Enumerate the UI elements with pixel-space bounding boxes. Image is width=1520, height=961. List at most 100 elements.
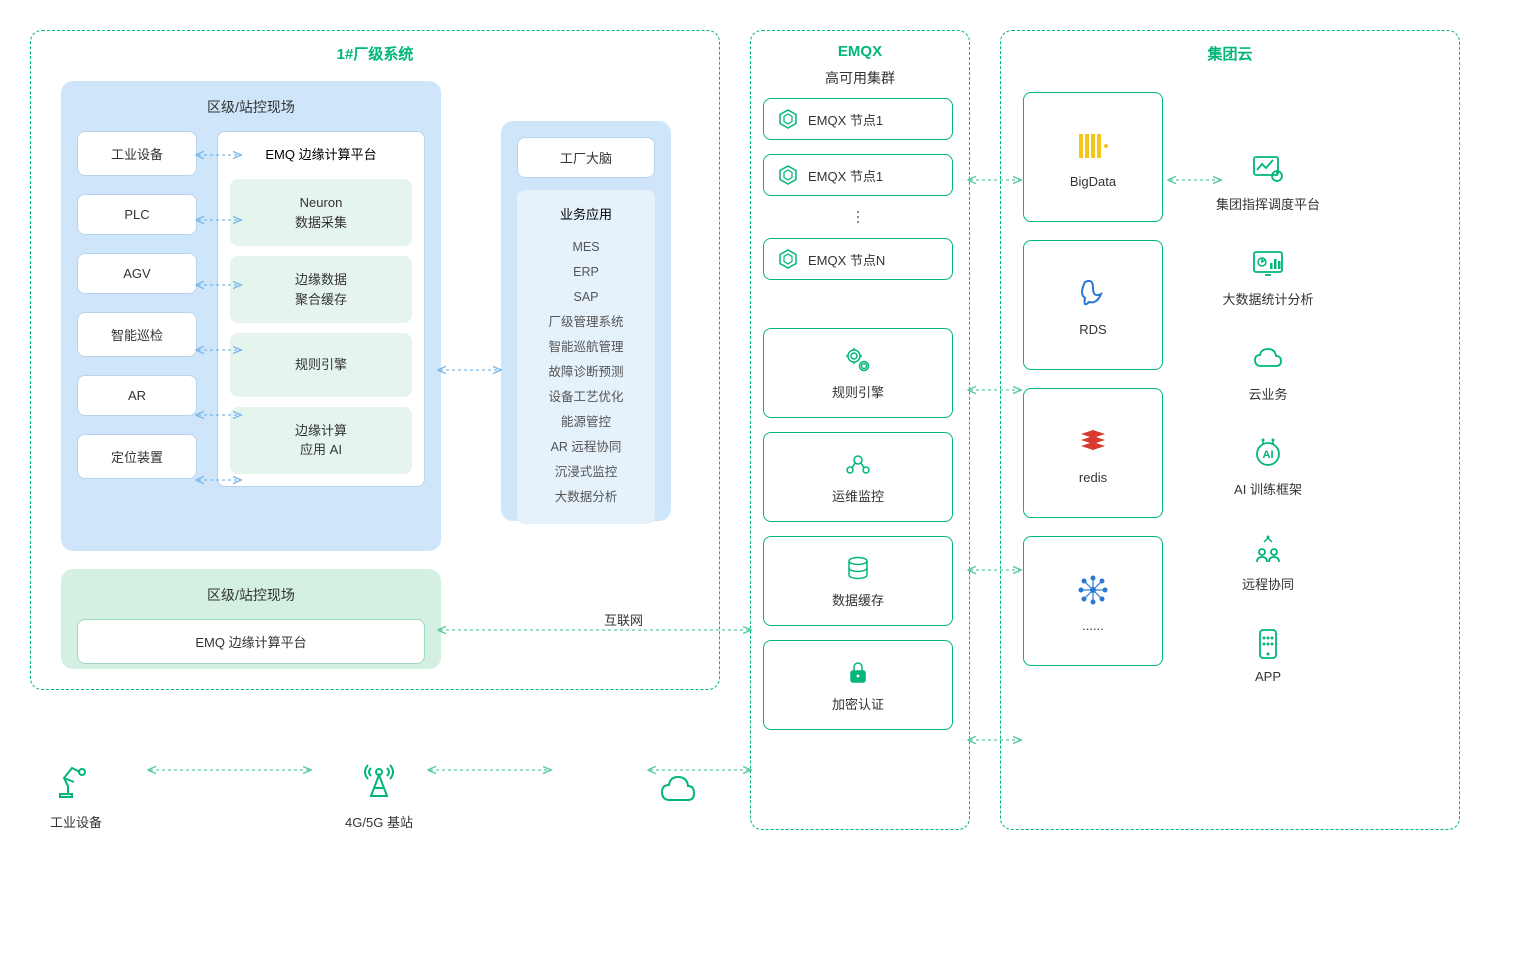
emqx-title: EMQX (763, 43, 957, 60)
device-item: AGV (77, 253, 197, 294)
lock-icon (844, 658, 872, 686)
robot-icon (54, 758, 98, 802)
station2-title: 区级/站控现场 (77, 585, 425, 605)
command-icon (1251, 152, 1285, 186)
mesh-icon (1073, 570, 1113, 610)
service-label: 规则引擎 (832, 382, 884, 401)
edge-item: 规则引擎 (230, 333, 412, 397)
edge-item: 边缘计算 应用 AI (230, 407, 412, 474)
cloud-features: 集团指挥调度平台 大数据统计分析 (1203, 92, 1333, 684)
emqx-service: 规则引擎 (763, 328, 953, 418)
brain-item: 厂级管理系统 (525, 310, 647, 335)
emqx-service: 加密认证 (763, 640, 953, 730)
device-item: 工业设备 (77, 131, 197, 176)
cloud-feature: APP (1203, 627, 1333, 684)
service-label: 运维监控 (832, 486, 884, 505)
gears-icon (844, 346, 872, 374)
cloud-feature: 大数据统计分析 (1203, 247, 1333, 308)
brain-item: 故障诊断预测 (525, 360, 647, 385)
device-item: 定位装置 (77, 434, 197, 479)
brain-item: 智能巡航管理 (525, 335, 647, 360)
feature-label: 集团指挥调度平台 (1216, 194, 1320, 213)
service-label: BigData (1070, 174, 1116, 189)
rds-icon (1073, 274, 1113, 314)
feature-label: AI 训练框架 (1234, 479, 1302, 498)
cloud-feature: 集团指挥调度平台 (1203, 152, 1333, 213)
emqx-service: 运维监控 (763, 432, 953, 522)
hexagon-icon (778, 249, 798, 269)
cloud-icon (656, 768, 700, 812)
cloud-feature: AI AI 训练框架 (1203, 437, 1333, 498)
emqx-node-label: EMQX 节点1 (808, 166, 883, 185)
cloud-service-rds: RDS (1023, 240, 1163, 370)
emqx-service: 数据缓存 (763, 536, 953, 626)
emqx-node-label: EMQX 节点1 (808, 110, 883, 129)
station-title: 区级/站控现场 (77, 97, 425, 117)
service-label: redis (1079, 470, 1107, 485)
edge-item: Neuron 数据采集 (230, 179, 412, 246)
nodes-icon (844, 450, 872, 478)
db-icon (844, 554, 872, 582)
emqx-node: EMQX 节点N (763, 238, 953, 280)
brain-item: SAP (525, 285, 647, 310)
emqx-node-label: EMQX 节点N (808, 250, 885, 269)
feature-label: APP (1255, 669, 1281, 684)
bottom-label: 工业设备 (50, 812, 102, 831)
feature-label: 远程协同 (1242, 574, 1294, 593)
feature-label: 云业务 (1248, 384, 1287, 403)
edge-platform: EMQ 边缘计算平台 Neuron 数据采集 边缘数据 聚合缓存 规则引擎 边缘… (217, 131, 425, 487)
service-label: RDS (1079, 322, 1106, 337)
device-item: 智能巡检 (77, 312, 197, 357)
station-panel: 区级/站控现场 工业设备 PLC AGV 智能巡检 AR 定位装置 EMQ 边缘… (61, 81, 441, 551)
cloud-services: BigData RDS redi (1023, 92, 1163, 684)
internet-label: 互联网 (600, 610, 647, 629)
feature-label: 大数据统计分析 (1222, 289, 1313, 308)
brain-item: ERP (525, 260, 647, 285)
brain-sub-title: 业务应用 (525, 204, 647, 223)
service-label: ...... (1082, 618, 1104, 633)
architecture-diagram: 1#厂级系统 区级/站控现场 工业设备 PLC AGV 智能巡检 AR 定位装置… (30, 30, 1490, 931)
svg-text:AI: AI (1263, 449, 1274, 461)
bottom-label: 4G/5G 基站 (345, 812, 413, 831)
ellipsis-icon (763, 210, 953, 224)
station2-edge: EMQ 边缘计算平台 (77, 619, 425, 664)
bottom-item (656, 768, 700, 822)
emqx-node: EMQX 节点1 (763, 154, 953, 196)
brain-item: MES (525, 235, 647, 260)
emqx-node: EMQX 节点1 (763, 98, 953, 140)
cloud-service-bigdata: BigData (1023, 92, 1163, 222)
device-list: 工业设备 PLC AGV 智能巡检 AR 定位装置 (77, 131, 197, 487)
cloud-section: 集团云 BigData RDS (1000, 30, 1460, 830)
bigdata-icon (1073, 126, 1113, 166)
hexagon-icon (778, 165, 798, 185)
redis-icon (1073, 422, 1113, 462)
bottom-item: 4G/5G 基站 (345, 758, 413, 831)
cloud-feature: 远程协同 (1203, 532, 1333, 593)
ai-icon: AI (1251, 437, 1285, 471)
brain-item: 大数据分析 (525, 485, 647, 510)
cloud-icon (1251, 342, 1285, 376)
stats-icon (1251, 247, 1285, 281)
cloud-service-redis: redis (1023, 388, 1163, 518)
tower-icon (357, 758, 401, 802)
factory-brain: 工厂大脑 业务应用 MES ERP SAP 厂级管理系统 智能巡航管理 故障诊断… (501, 121, 671, 521)
cloud-feature: 云业务 (1203, 342, 1333, 403)
emqx-cluster-title: 高可用集群 (763, 68, 957, 88)
edge-title: EMQ 边缘计算平台 (230, 144, 412, 163)
collab-icon (1251, 532, 1285, 566)
brain-list: 业务应用 MES ERP SAP 厂级管理系统 智能巡航管理 故障诊断预测 设备… (517, 190, 655, 524)
factory-title: 1#厂级系统 (43, 43, 707, 64)
cloud-title: 集团云 (1013, 43, 1447, 64)
service-label: 数据缓存 (832, 590, 884, 609)
service-label: 加密认证 (832, 694, 884, 713)
cloud-service-more: ...... (1023, 536, 1163, 666)
brain-item: 设备工艺优化 (525, 385, 647, 410)
bottom-row: 工业设备 4G/5G 基站 (50, 758, 700, 831)
brain-item: 能源管控 (525, 410, 647, 435)
brain-item: 沉浸式监控 (525, 460, 647, 485)
device-item: PLC (77, 194, 197, 235)
brain-item: AR 远程协同 (525, 435, 647, 460)
emqx-section: EMQX 高可用集群 EMQX 节点1 EMQX 节点1 EMQX 节点N (750, 30, 970, 830)
brain-title: 工厂大脑 (517, 137, 655, 178)
device-item: AR (77, 375, 197, 416)
